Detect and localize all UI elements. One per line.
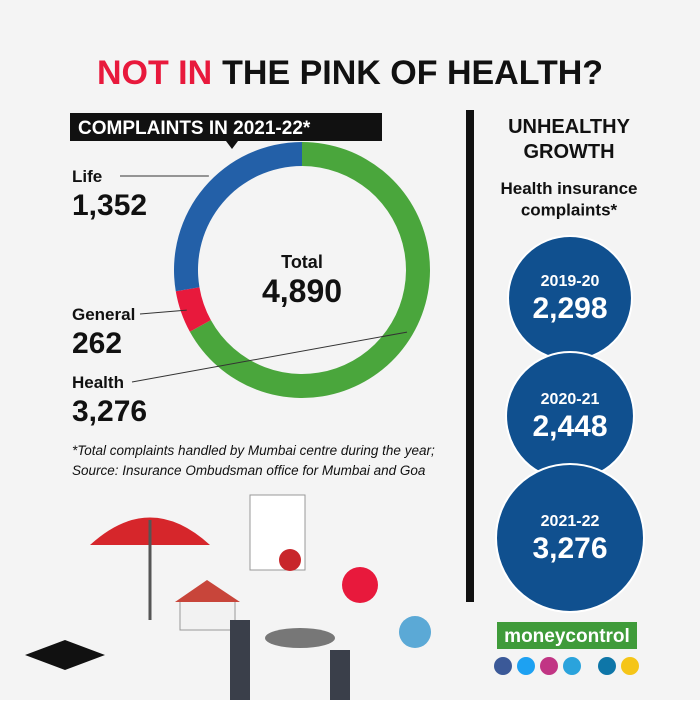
bubble-category: 2019-20 <box>541 273 600 290</box>
bubble <box>495 463 645 613</box>
bubble-subtitle: Health insurance complaints* <box>501 179 638 219</box>
leader-line <box>139 309 187 315</box>
title-red: NOT IN <box>97 54 212 92</box>
value-label: 3,276 <box>72 395 147 428</box>
section-label-pointer <box>226 141 238 149</box>
pie-title: COMPLAINTS IN 2021-22* <box>78 118 311 139</box>
bubble-value: 2,298 <box>532 292 607 325</box>
value-label: 1,352 <box>72 189 147 222</box>
brand-a: money <box>504 626 566 647</box>
illustration <box>25 494 431 700</box>
bubble-category: 2021-22 <box>541 513 600 530</box>
footnote: Source: Insurance Ombudsman office for M… <box>72 463 426 478</box>
category-label: Health <box>72 373 124 392</box>
section-label-bg <box>70 113 382 141</box>
footnote: *Total complaints handled by Mumbai cent… <box>72 443 435 458</box>
center-total: 4,890 <box>262 273 342 309</box>
title-rest: THE PINK OF HEALTH? <box>222 54 603 92</box>
donut-segment <box>174 142 302 292</box>
center-label: Total <box>281 252 323 272</box>
leader-line <box>131 331 408 383</box>
bubble-title: UNHEALTHY GROWTH <box>508 116 631 163</box>
category-label: Life <box>72 167 102 186</box>
donut-segment <box>175 287 211 332</box>
brand-logo <box>497 622 637 649</box>
value-label: 262 <box>72 327 122 360</box>
bubble-value: 3,276 <box>532 532 607 565</box>
brand-b: control <box>565 626 629 647</box>
category-label: General <box>72 305 135 324</box>
heading-line: UNHEALTHY <box>508 116 631 138</box>
page-title: NOT IN THE PINK OF HEALTH? <box>97 54 603 92</box>
brand-name: moneycontrol <box>504 626 630 647</box>
social-icons <box>494 657 639 675</box>
heading-line: complaints* <box>521 200 618 219</box>
heading-line: Health insurance <box>501 179 638 198</box>
divider <box>466 110 474 602</box>
heading-line: GROWTH <box>523 141 614 163</box>
bubble-category: 2020-21 <box>541 391 600 408</box>
bubble-value: 2,448 <box>532 410 607 443</box>
